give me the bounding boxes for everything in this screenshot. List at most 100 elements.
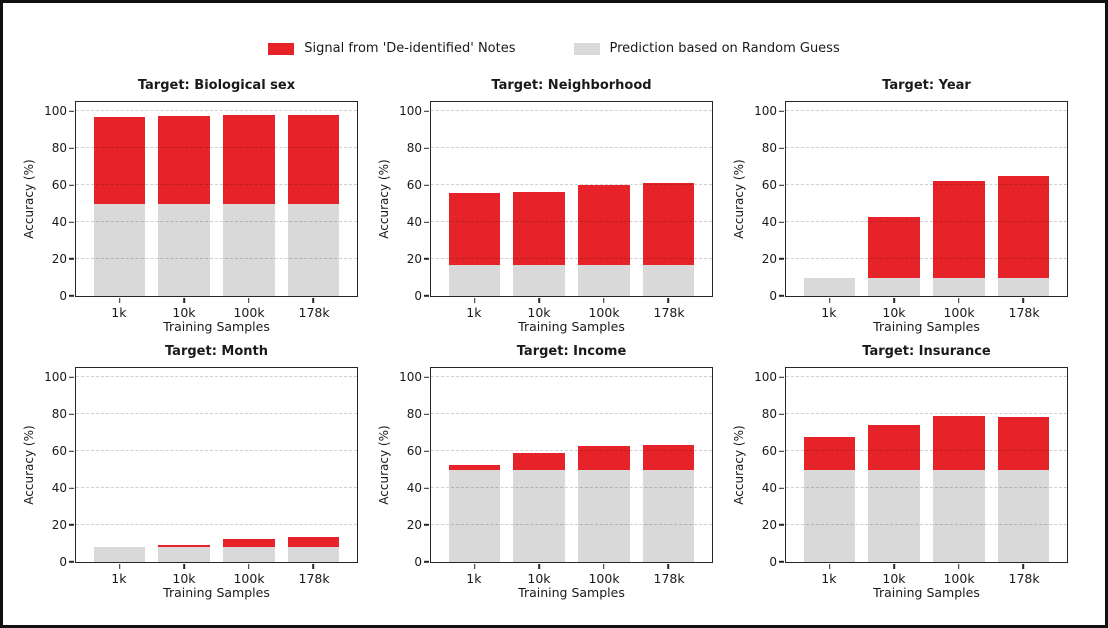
subplot-grid: Target: Biological sex Accuracy (%) 0 20 40 6…: [21, 77, 1068, 601]
y-axis-label: Accuracy (%): [21, 367, 37, 563]
x-tick-label: 10k: [527, 305, 551, 320]
y-tick-label: 0: [414, 289, 422, 303]
bar-random-guess: [222, 203, 275, 296]
x-ticks: 1k 10k 100k 178k: [75, 303, 358, 321]
bar-random-guess: [158, 546, 211, 562]
y-tick-mark: [424, 561, 430, 563]
y-tick-label: 40: [761, 215, 777, 230]
y-tick-mark: [779, 524, 785, 526]
x-tick-mark: [893, 297, 895, 303]
subplot-title: Target: Biological sex: [137, 78, 296, 93]
legend-item-random-guess: Prediction based on Random Guess: [573, 41, 840, 56]
y-tick-mark: [424, 376, 430, 379]
x-axis-label: Training Samples: [873, 319, 980, 334]
x-tick-mark: [893, 563, 895, 569]
subplot-4: Target: Month Accuracy (%) 0 20 40 60 80 100 1k 1…: [21, 343, 358, 601]
y-tick-mark: [69, 147, 75, 149]
x-tick-mark: [118, 563, 121, 569]
x-tick-label: 100k: [233, 571, 265, 586]
legend-swatch-signal: [268, 42, 295, 55]
gridline: [76, 450, 357, 452]
y-tick-label: 20: [761, 252, 777, 267]
x-tick-label: 10k: [527, 571, 551, 586]
y-axis-label-text: Accuracy (%): [377, 425, 391, 505]
x-tick-label: 100k: [588, 305, 620, 320]
x-tick-mark: [248, 563, 250, 569]
bar-random-guess: [868, 277, 921, 296]
x-tick-label: 100k: [588, 571, 620, 586]
bar-random-guess: [513, 469, 566, 562]
x-tick-mark: [603, 563, 605, 569]
x-tick-label: 1k: [821, 571, 837, 586]
subplot-6: Target: Insurance Accuracy (%) 0 20 40 60 80 10…: [731, 343, 1068, 601]
x-axis-label: Training Samples: [163, 319, 270, 334]
y-tick-mark: [69, 110, 75, 113]
gridline: [786, 147, 1067, 149]
y-tick-label: 20: [51, 252, 67, 267]
y-tick-mark: [424, 487, 430, 489]
bar-random-guess: [577, 264, 630, 296]
y-tick-mark: [424, 524, 430, 526]
bar-random-guess: [93, 546, 146, 562]
y-tick-mark: [424, 184, 430, 186]
y-tick-mark: [69, 376, 75, 379]
plot-area: 0 20 40 60 80 100: [399, 101, 713, 303]
plot-area: 0 20 40 60 80 100: [754, 101, 1068, 303]
y-tick-mark: [779, 221, 785, 223]
bar-random-guess: [868, 469, 921, 562]
y-tick-mark: [424, 110, 430, 113]
subplot-title: Target: Neighborhood: [491, 78, 652, 93]
x-tick-mark: [312, 563, 315, 569]
y-axis-label: Accuracy (%): [731, 367, 747, 563]
y-tick-mark: [69, 258, 75, 260]
y-axis-label-text: Accuracy (%): [377, 159, 391, 239]
x-tick-mark: [958, 297, 960, 303]
legend-label-signal: Signal from 'De-identified' Notes: [304, 41, 516, 56]
gridline: [786, 110, 1067, 112]
x-tick-mark: [828, 563, 831, 569]
y-axis-label: Accuracy (%): [731, 101, 747, 297]
y-tick-mark: [69, 184, 75, 186]
y-tick-label: 0: [59, 289, 67, 303]
y-tick-label: 80: [406, 407, 422, 422]
y-tick-mark: [69, 413, 75, 415]
y-tick-mark: [424, 221, 430, 223]
gridline: [786, 413, 1067, 415]
subplot-1: Target: Biological sex Accuracy (%) 0 20 40 6…: [21, 77, 358, 335]
y-tick-label: 80: [51, 141, 67, 156]
gridline: [431, 376, 712, 378]
y-tick-label: 60: [406, 444, 422, 459]
subplot-title: Target: Insurance: [862, 344, 991, 359]
legend-swatch-random-guess: [573, 42, 600, 55]
y-axis-label: Accuracy (%): [21, 101, 37, 297]
x-tick-label: 10k: [172, 305, 196, 320]
bar-random-guess: [642, 469, 695, 562]
x-ticks: 1k 10k 100k 178k: [785, 569, 1068, 587]
y-tick-mark: [424, 413, 430, 415]
gridline: [76, 376, 357, 378]
x-tick-label: 178k: [653, 571, 685, 586]
bar-random-guess: [997, 277, 1050, 296]
y-tick-label: 100: [44, 104, 67, 119]
bar-random-guess: [932, 469, 985, 562]
y-tick-label: 60: [761, 444, 777, 459]
bar-random-guess: [803, 277, 856, 296]
x-tick-mark: [1022, 297, 1025, 303]
y-tick-mark: [779, 561, 785, 563]
bar-random-guess: [448, 469, 501, 562]
x-tick-mark: [1022, 563, 1025, 569]
gridline: [431, 413, 712, 415]
subplot-5: Target: Income Accuracy (%) 0 20 40 60 80 100 1k…: [376, 343, 713, 601]
gridline: [76, 110, 357, 112]
x-tick-mark: [828, 297, 831, 303]
y-tick-mark: [779, 413, 785, 415]
x-tick-label: 1k: [466, 305, 482, 320]
y-axis-label: Accuracy (%): [376, 367, 392, 563]
y-tick-mark: [69, 450, 75, 452]
y-tick-label: 20: [406, 252, 422, 267]
y-tick-label: 60: [406, 178, 422, 193]
x-tick-mark: [473, 563, 476, 569]
subplot-title: Target: Income: [516, 344, 627, 359]
bar-random-guess: [93, 203, 146, 296]
